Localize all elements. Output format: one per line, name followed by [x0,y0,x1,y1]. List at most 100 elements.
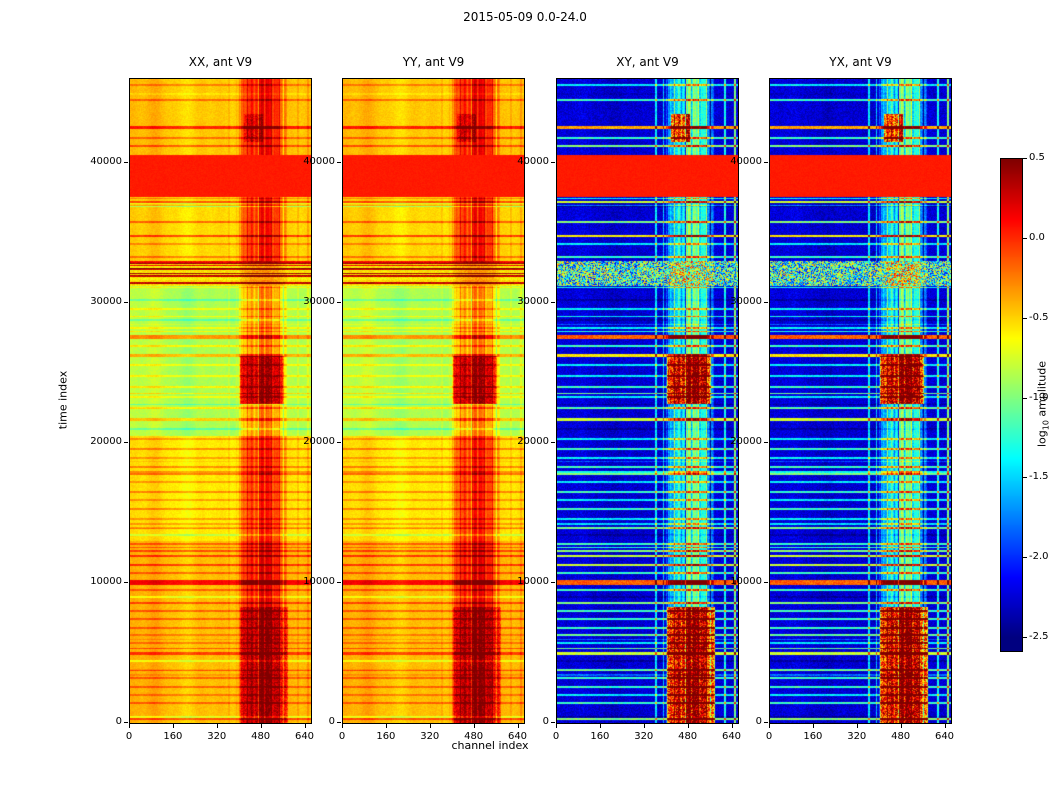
colorbar-tick [1023,557,1027,559]
colorbar [1000,158,1023,652]
x-tick [216,724,218,728]
x-tick-label: 0 [552,731,560,742]
x-tick [260,724,262,728]
y-tick-label: 0 [755,716,762,727]
y-tick [551,442,555,443]
x-tick-label: 480 [891,731,911,742]
x-tick [643,724,645,728]
y-tick-label: 10000 [517,576,549,587]
figure-title: 2015-05-09 0.0-24.0 [463,10,587,24]
y-tick [124,722,128,723]
y-tick-label: 40000 [730,156,762,167]
colorbar-tick [1023,317,1027,319]
colorbar-tick [1023,637,1027,638]
x-axis-label: channel index [451,739,529,752]
colorbar-tick [1023,237,1027,239]
colorbar-tick [1023,158,1027,159]
y-tick [337,162,341,163]
y-tick-label: 0 [328,716,335,727]
y-tick-label: 10000 [303,576,335,587]
y-tick-label: 40000 [90,156,122,167]
x-tick-label: 320 [207,731,227,742]
panel-xx: XX, ant V9 [129,55,312,724]
y-tick [551,582,555,583]
y-tick-label: 30000 [303,296,335,307]
x-tick [129,724,130,728]
panel-title-xy: XY, ant V9 [616,55,679,69]
y-tick-label: 20000 [303,436,335,447]
y-tick [124,162,128,163]
y-tick-label: 40000 [303,156,335,167]
y-tick [764,442,768,443]
y-tick [764,582,768,583]
colorbar-tick-label: -1.0 [1029,391,1049,403]
colorbar-tick-label: -2.0 [1029,551,1049,563]
x-tick [900,724,902,728]
y-tick [551,162,555,163]
x-tick-label: 480 [251,731,271,742]
x-tick [556,724,557,728]
x-tick-label: 160 [163,731,183,742]
x-tick-label: 0 [338,731,346,742]
x-tick-label: 640 [294,731,315,742]
panel-yy: YY, ant V9 [342,55,525,724]
y-tick-label: 40000 [517,156,549,167]
y-tick-label: 30000 [517,296,549,307]
x-tick [473,724,475,728]
x-tick [429,724,431,728]
y-tick [124,582,128,583]
y-axis-label: time index [56,370,70,430]
x-tick [172,724,174,728]
y-tick-label: 20000 [90,436,122,447]
x-tick-label: 320 [420,731,440,742]
y-tick [764,722,768,723]
x-tick [385,724,387,728]
y-tick [337,722,341,723]
y-tick [764,302,768,303]
colorbar-tick [1023,477,1027,479]
colorbar-label: log10 amplitude [1035,361,1050,447]
heatmap-canvas-xx [130,79,311,723]
y-tick [124,302,128,303]
y-tick-label: 30000 [90,296,122,307]
y-tick [764,162,768,163]
colorbar-tick-label: -2.5 [1029,631,1049,642]
y-tick-label: 20000 [730,436,762,447]
panel-title-xx: XX, ant V9 [188,55,253,69]
colorbar-label-prefix: log [1035,430,1049,448]
heatmap-canvas-xy [557,79,738,723]
x-tick [304,724,306,728]
y-tick [124,442,128,443]
panel-title-yy: YY, ant V9 [402,55,465,69]
x-tick-label: 640 [721,731,742,742]
x-tick-label: 160 [803,731,823,742]
x-tick [812,724,814,728]
y-tick [551,302,555,303]
x-tick [769,724,770,728]
x-tick-label: 0 [765,731,773,742]
colorbar-label-sub: 10 [1041,420,1050,431]
heatmap-canvas-yx [770,79,951,723]
colorbar-tick-label: 0.0 [1029,231,1045,243]
y-tick [337,582,341,583]
y-tick-label: 20000 [517,436,549,447]
y-tick-label: 0 [115,716,122,727]
x-tick-label: 160 [376,731,396,742]
panel-title-yx: YX, ant V9 [829,55,892,69]
x-tick-label: 160 [590,731,610,742]
y-tick-label: 30000 [730,296,762,307]
x-tick-label: 0 [125,731,133,742]
x-tick [731,724,733,728]
colorbar-tick-label: -1.5 [1029,471,1049,483]
x-tick [599,724,601,728]
colorbar-canvas [1001,159,1022,651]
colorbar-tick-label: 0.5 [1029,152,1045,163]
x-tick [342,724,343,728]
y-tick-label: 10000 [90,576,122,587]
y-tick [337,442,341,443]
y-tick-label: 10000 [730,576,762,587]
x-tick-label: 480 [464,731,484,742]
x-tick [944,724,946,728]
x-tick [687,724,689,728]
